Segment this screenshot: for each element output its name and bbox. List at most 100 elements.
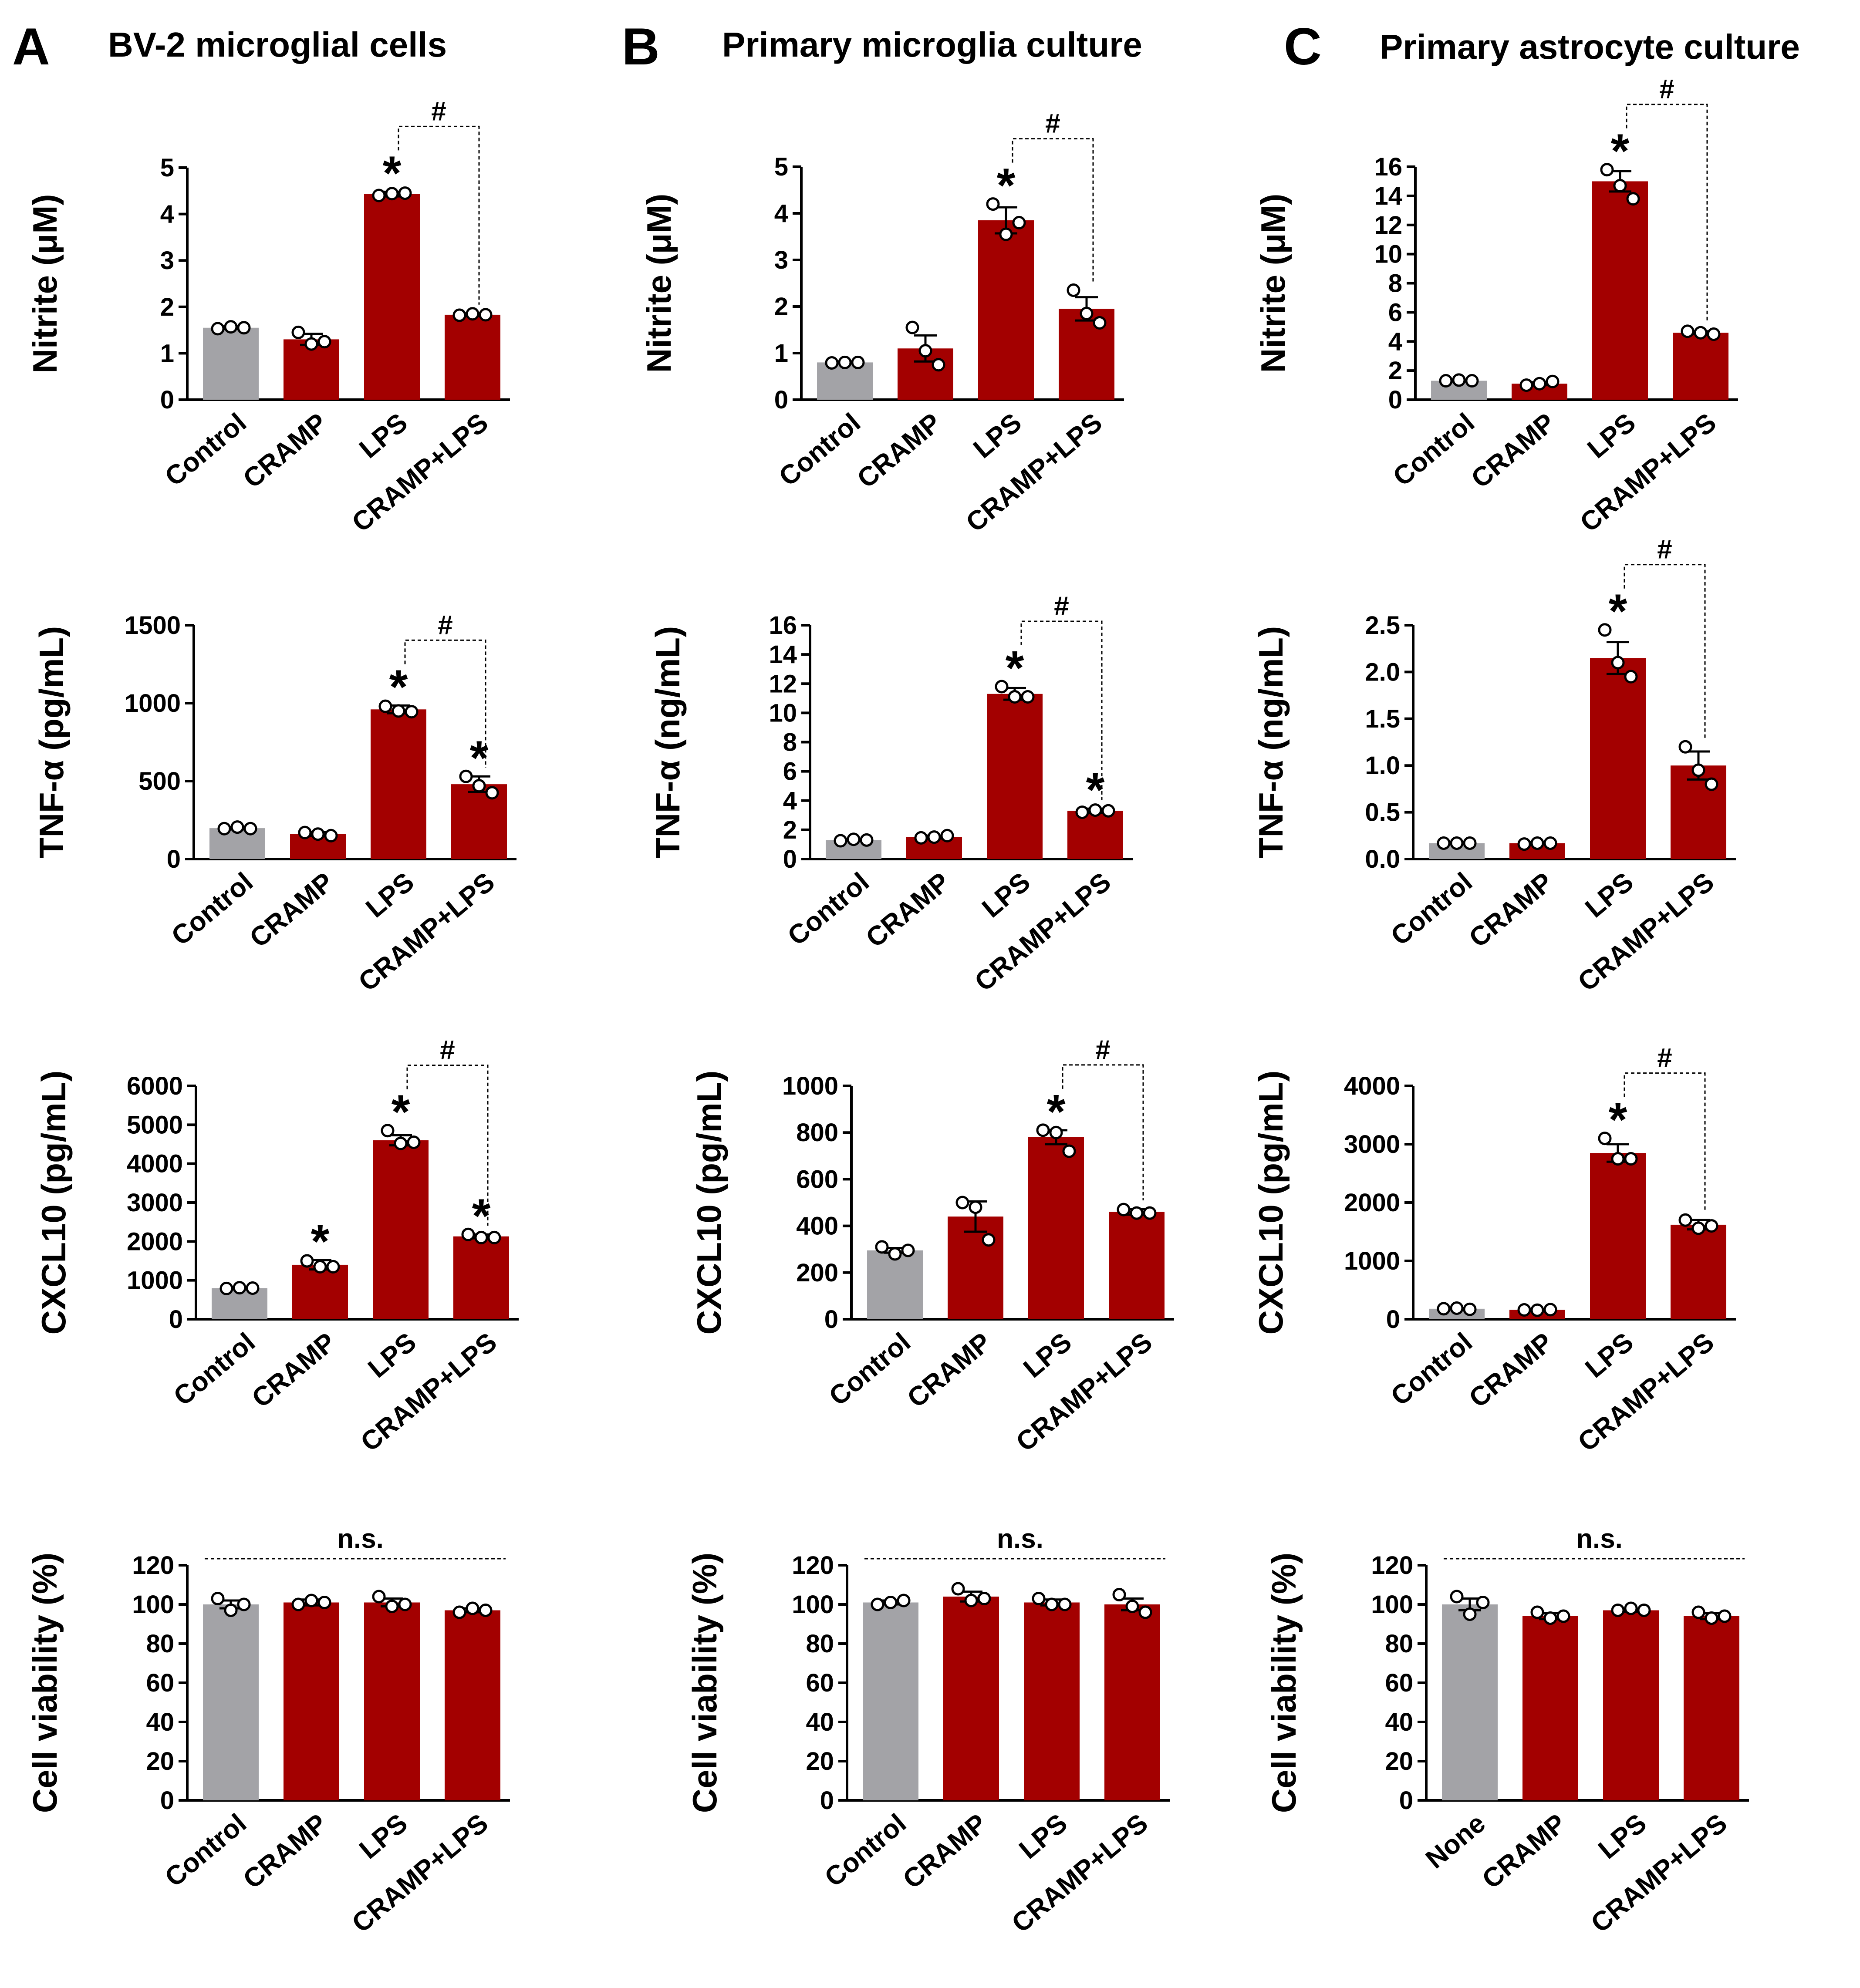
data-point xyxy=(1062,1144,1076,1158)
y-tick-label: 20 xyxy=(806,1747,834,1776)
bar-control xyxy=(863,1602,918,1800)
x-category-label: CRAMP xyxy=(1464,1327,1559,1414)
y-tick-label: 800 xyxy=(796,1119,838,1147)
x-category-label: Control xyxy=(166,867,259,952)
y-tick-label: 100 xyxy=(1371,1590,1413,1619)
x-category-label: Control xyxy=(1387,408,1480,492)
bar-lps xyxy=(1024,1602,1080,1800)
data-point xyxy=(1080,307,1094,320)
data-point xyxy=(1463,836,1477,850)
data-point xyxy=(901,1243,915,1257)
y-tick-label: 60 xyxy=(146,1669,174,1697)
y-tick-label: 3000 xyxy=(127,1189,183,1217)
y-axis-title: CXCL10 (pg/mL) xyxy=(690,1071,728,1335)
data-point xyxy=(1613,179,1627,192)
data-point xyxy=(1452,373,1466,387)
y-tick-label: 5 xyxy=(774,153,788,181)
x-category-label: LPS xyxy=(1582,408,1641,464)
y-tick-label: 6 xyxy=(783,758,797,786)
data-point xyxy=(1045,1597,1059,1611)
y-tick-label: 2 xyxy=(774,293,788,321)
y-tick-label: 16 xyxy=(1374,153,1402,181)
x-category-label: CRAMP+LPS xyxy=(960,408,1108,538)
data-point xyxy=(459,769,473,783)
data-point xyxy=(1624,1601,1638,1615)
x-category-label: CRAMP+LPS xyxy=(346,1808,494,1939)
chart-a-viability: 0 20 40 60 80 100 120 Cell viability (%) Control… xyxy=(26,1524,510,1939)
data-point xyxy=(1437,1302,1451,1316)
data-point xyxy=(1476,1596,1490,1609)
significance-star: * xyxy=(1609,1093,1627,1147)
data-point xyxy=(1450,836,1464,850)
y-axis-title: Nitrite (μM) xyxy=(640,194,678,373)
data-point xyxy=(487,1230,501,1244)
data-point xyxy=(940,829,954,842)
panel-headers: A BV-2 microglial cells B Primary microg… xyxy=(12,17,1800,76)
data-point xyxy=(485,786,499,800)
significance-hash: # xyxy=(1045,109,1060,139)
y-tick-label: 20 xyxy=(1385,1747,1413,1776)
bar-control xyxy=(203,327,259,400)
data-point xyxy=(1093,316,1107,330)
data-point xyxy=(1519,378,1533,392)
significance-star: * xyxy=(1086,763,1105,817)
panel-title-a: BV-2 microglial cells xyxy=(108,25,447,64)
data-point xyxy=(378,699,392,713)
data-point xyxy=(1075,805,1089,819)
y-tick-label: 120 xyxy=(792,1551,834,1580)
ns-label: n.s. xyxy=(337,1524,384,1554)
data-point xyxy=(304,1594,318,1607)
x-category-label: CRAMP+LPS xyxy=(346,408,494,538)
data-point xyxy=(884,1596,898,1609)
data-point xyxy=(1611,656,1625,670)
y-tick-label: 10 xyxy=(769,699,797,727)
data-point xyxy=(905,320,919,334)
data-point xyxy=(246,1281,260,1295)
x-category-label: Control xyxy=(773,408,866,492)
data-point xyxy=(291,325,305,339)
bar-lps xyxy=(373,1140,429,1319)
y-tick-label: 1000 xyxy=(125,689,181,718)
y-tick-label: 14 xyxy=(1374,182,1402,210)
bar-cramp-plus-lps xyxy=(1684,1616,1739,1800)
x-category-label: LPS xyxy=(1013,1808,1073,1865)
y-tick-label: 16 xyxy=(769,611,797,640)
data-point xyxy=(326,1260,340,1274)
y-tick-label: 8 xyxy=(783,728,797,757)
comparison-bracket xyxy=(398,125,480,305)
data-point xyxy=(381,1124,395,1138)
x-category-label: LPS xyxy=(354,408,413,464)
data-point xyxy=(461,1227,475,1241)
data-point xyxy=(224,1604,238,1617)
data-point xyxy=(1624,1152,1638,1166)
significance-star: * xyxy=(1611,125,1630,178)
y-tick-label: 20 xyxy=(146,1747,174,1776)
data-point xyxy=(394,1136,408,1150)
y-tick-label: 2.5 xyxy=(1365,611,1400,640)
comparison-bracket xyxy=(1624,564,1706,738)
bar-cramp xyxy=(1522,1616,1578,1800)
significance-star: * xyxy=(1047,1085,1066,1139)
data-point xyxy=(405,705,419,719)
comparison-bracket xyxy=(1062,1064,1144,1201)
x-category-label: CRAMP+LPS xyxy=(1010,1327,1158,1458)
y-tick-label: 3 xyxy=(774,246,788,274)
y-tick-label: 0 xyxy=(160,1786,174,1815)
y-tick-label: 0 xyxy=(824,1305,838,1334)
x-category-label: CRAMP xyxy=(1477,1808,1572,1895)
y-tick-label: 0 xyxy=(783,845,797,873)
y-tick-label: 1 xyxy=(160,339,174,367)
data-point xyxy=(825,356,839,370)
data-point xyxy=(977,1592,991,1605)
significance-star: * xyxy=(997,159,1016,212)
y-axis-title: CXCL10 (pg/mL) xyxy=(1252,1071,1290,1335)
x-category-label: CRAMP xyxy=(1466,408,1561,494)
data-point xyxy=(1694,326,1708,340)
bar-control xyxy=(867,1250,923,1319)
data-point xyxy=(1611,1152,1625,1166)
bar-none xyxy=(1442,1604,1498,1800)
comparison-bracket xyxy=(1624,1072,1706,1212)
bar-cramp xyxy=(292,1264,348,1319)
